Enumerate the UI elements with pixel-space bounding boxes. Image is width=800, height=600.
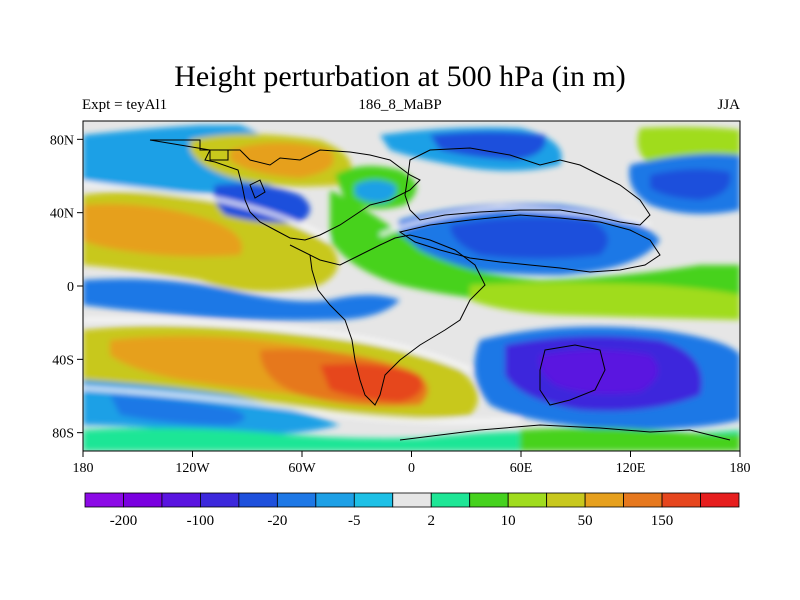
lon-tick-label: 0 [408,461,415,476]
colorbar-box [84,492,124,508]
colorbar: -200 -100 -20 -5 2 10 50 150 [84,492,740,529]
colorbar-box [623,492,663,508]
colorbar-label: 50 [578,513,593,529]
latitude-axis: 80N 40N 0 40S 80S [50,133,83,442]
lat-tick-label: 40S [52,353,74,368]
lon-tick-label: 120W [175,461,210,476]
colorbar-box [469,492,509,508]
colorbar-box [200,492,240,508]
colorbar-box [507,492,548,508]
colorbar-box [123,492,163,508]
experiment-label: Expt = teyAl1 [82,97,168,113]
lat-tick-label: 40N [50,207,74,222]
colorbar-box [584,492,624,508]
colorbar-label: -20 [267,513,287,529]
colorbar-box [276,492,317,508]
colorbar-box [546,492,586,508]
lon-tick-label: 60W [288,461,316,476]
period-label: 186_8_MaBP [358,97,442,113]
colorbar-label: -200 [110,513,138,529]
lat-tick-label: 0 [67,280,74,295]
colorbar-box [700,492,740,508]
longitude-axis: 180 120W 60W 0 60E 120E 180 [73,451,751,476]
colorbar-box [315,492,355,508]
lon-tick-label: 120E [616,461,646,476]
season-label: JJA [717,97,740,113]
colorbar-box [353,492,394,508]
lat-tick-label: 80S [52,427,74,442]
map-title: Height perturbation at 500 hPa (in m) [174,60,626,93]
lat-tick-label: 80N [50,133,74,148]
colorbar-label: 2 [427,513,435,529]
colorbar-box [238,492,278,508]
colorbar-box [661,492,701,508]
colorbar-box [430,492,471,508]
lon-tick-label: 60E [510,461,533,476]
contour-field [83,121,740,451]
colorbar-box [161,492,201,508]
colorbar-box [392,492,432,508]
colorbar-label: -100 [187,513,215,529]
coastlines [149,139,731,441]
lon-tick-label: 180 [73,461,94,476]
lon-tick-label: 180 [730,461,751,476]
colorbar-label: 150 [651,513,674,529]
colorbar-label: -5 [348,513,361,529]
colorbar-label: 10 [501,513,516,529]
